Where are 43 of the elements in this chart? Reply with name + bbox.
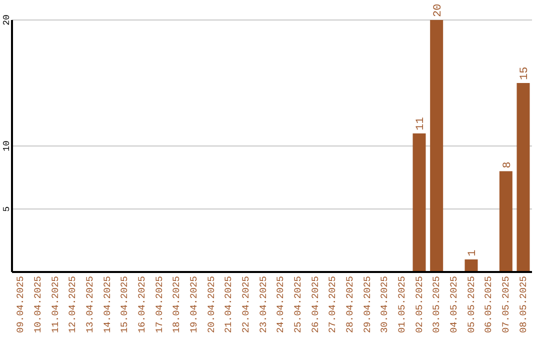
x-tick-label: 14.04.2025 xyxy=(102,276,113,334)
data-label: 15 xyxy=(519,66,532,80)
x-tick-label: 12.04.2025 xyxy=(67,276,78,334)
x-tick-label: 15.04.2025 xyxy=(119,276,130,334)
x-tick-label: 18.04.2025 xyxy=(171,276,182,334)
x-tick-label: 08.05.2025 xyxy=(518,276,529,334)
bar xyxy=(516,83,530,272)
x-tick-label: 05.05.2025 xyxy=(466,276,477,334)
x-tick-label: 26.04.2025 xyxy=(310,276,321,334)
x-tick-label: 29.04.2025 xyxy=(362,276,373,334)
data-label: 11 xyxy=(415,116,428,130)
data-label: 8 xyxy=(502,162,514,168)
x-tick-label: 20.04.2025 xyxy=(206,276,217,334)
y-tick-label: 5 xyxy=(2,206,12,212)
x-tick-label: 17.04.2025 xyxy=(154,276,165,334)
x-tick-label: 01.05.2025 xyxy=(396,276,408,334)
x-tick-label: 04.05.2025 xyxy=(448,276,460,334)
y-tick-label: 10 xyxy=(2,140,12,152)
x-tick-label: 22.04.2025 xyxy=(240,276,252,334)
x-tick-label: 28.04.2025 xyxy=(344,276,356,334)
x-tick-label: 11.04.2025 xyxy=(50,276,61,334)
bar xyxy=(412,133,426,272)
x-tick-label: 27.04.2025 xyxy=(327,276,338,334)
bar xyxy=(464,259,478,272)
x-tick-label: 07.05.2025 xyxy=(500,276,512,334)
bar xyxy=(430,20,444,272)
x-tick-label: 03.05.2025 xyxy=(431,276,442,334)
x-tick-label: 13.04.2025 xyxy=(84,276,96,334)
x-tick-label: 23.04.2025 xyxy=(258,276,269,334)
x-tick-label: 16.04.2025 xyxy=(136,276,148,334)
x-tick-label: 09.04.2025 xyxy=(15,276,26,334)
x-tick-label: 02.05.2025 xyxy=(414,276,425,334)
x-tick-label: 21.04.2025 xyxy=(223,276,234,334)
x-tick-label: 24.04.2025 xyxy=(275,276,286,334)
bar xyxy=(499,171,512,272)
x-tick-label: 30.04.2025 xyxy=(379,276,390,334)
data-label: 1 xyxy=(467,249,480,256)
x-tick-label: 19.04.2025 xyxy=(188,276,200,334)
x-tick-label: 10.04.2025 xyxy=(32,276,44,334)
x-tick-label: 25.04.2025 xyxy=(292,276,304,334)
y-tick-label: 20 xyxy=(2,14,12,26)
data-label: 20 xyxy=(432,4,445,17)
x-tick-label: 06.05.2025 xyxy=(483,276,494,334)
